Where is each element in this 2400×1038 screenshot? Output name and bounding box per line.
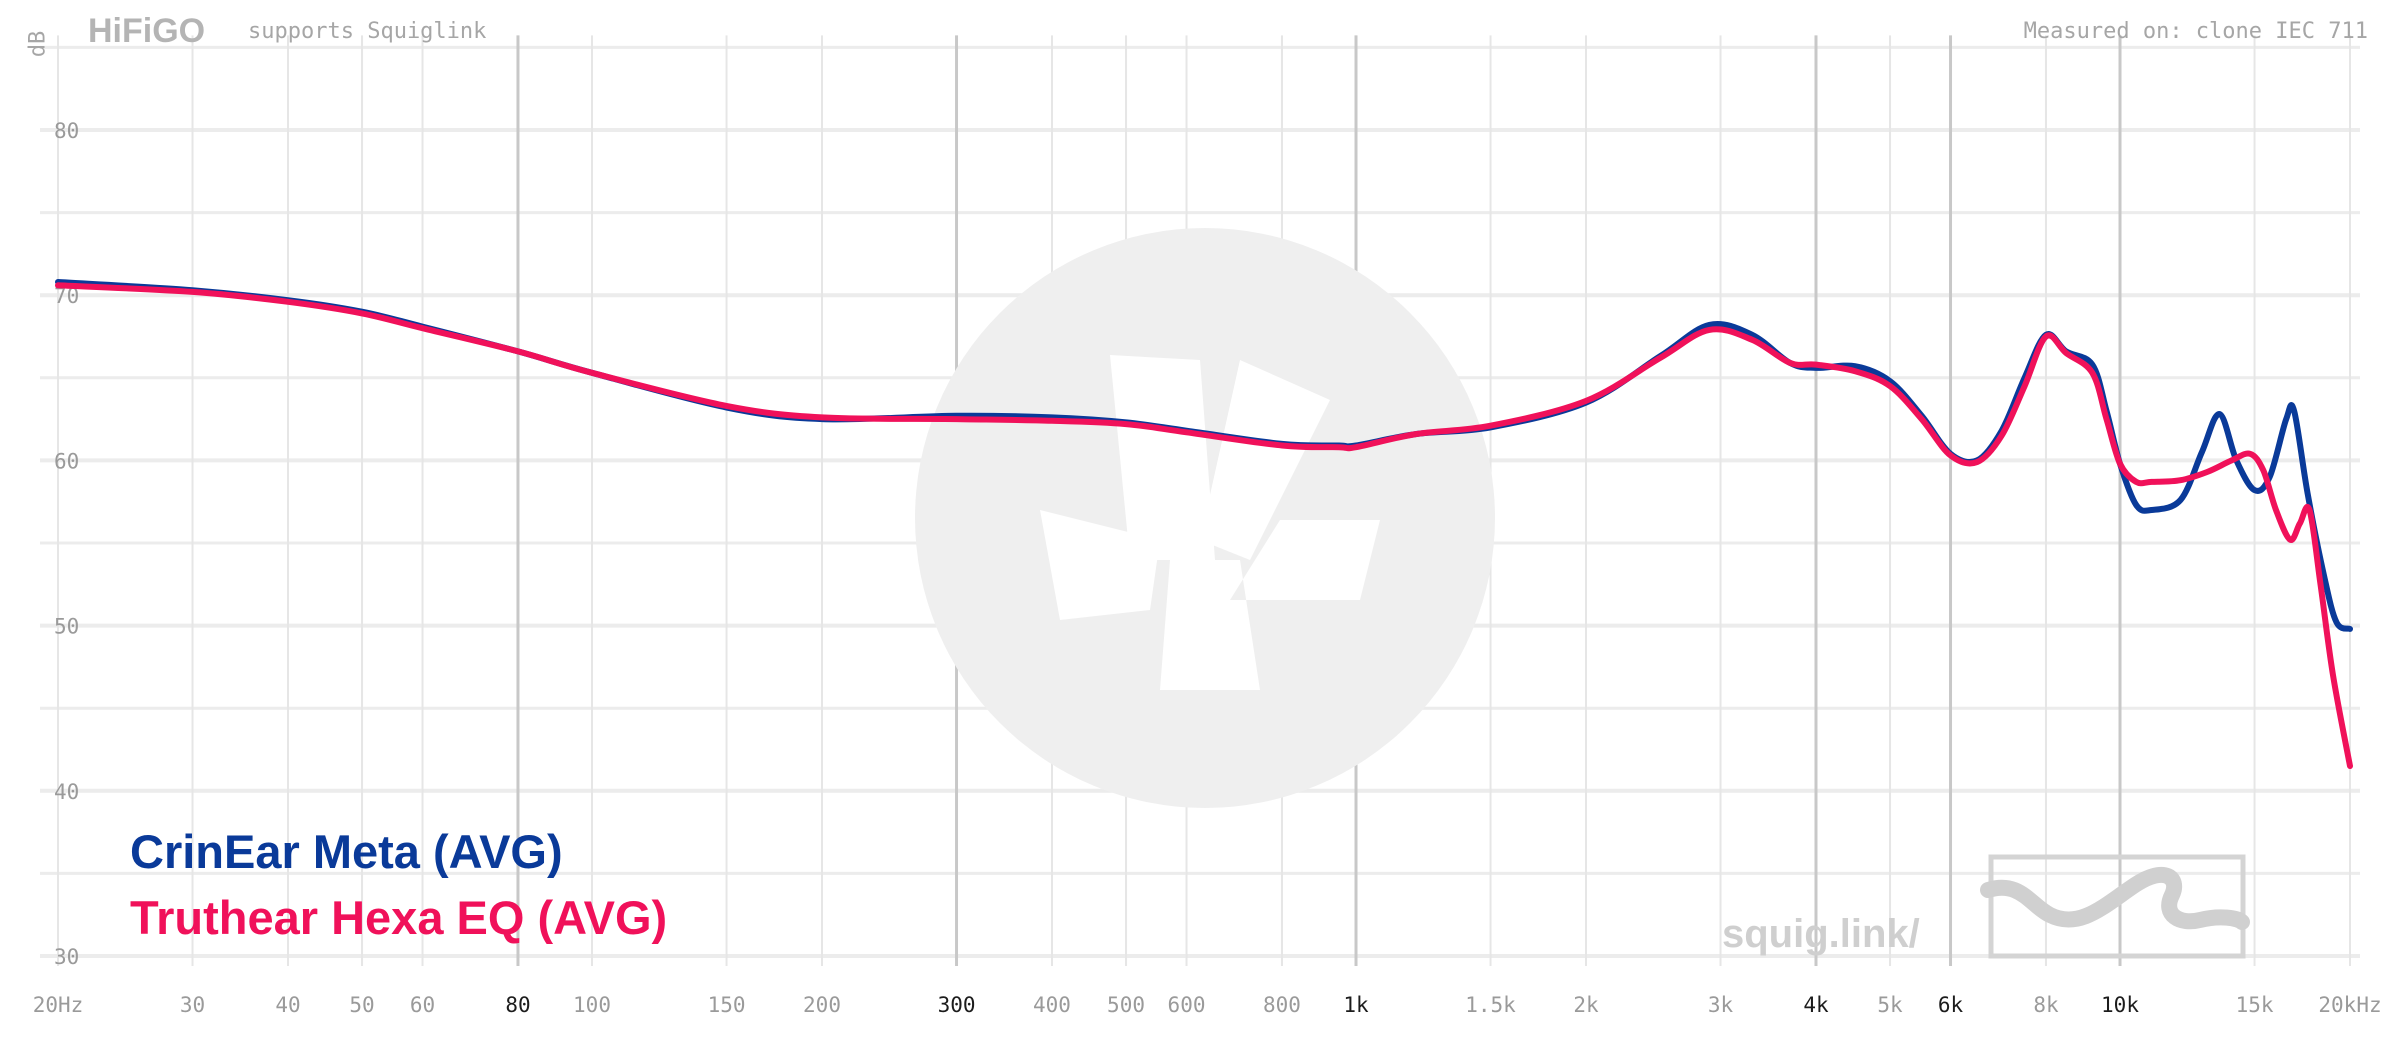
x-tick-label: 20Hz: [33, 993, 84, 1017]
x-tick-label: 150: [708, 993, 746, 1017]
hifigo-logo: HiFiGO: [88, 12, 205, 50]
x-tick-label: 300: [938, 993, 976, 1017]
x-tick-label: 2k: [1573, 993, 1599, 1017]
x-tick-label: 200: [803, 993, 841, 1017]
squiglink-logo-box: [1988, 854, 2246, 959]
y-tick-label: 80: [54, 119, 79, 143]
x-tick-label: 1.5k: [1465, 993, 1516, 1017]
x-axis-labels: 20Hz 30 40 50 60 80 100 150 200 300 400 500 600 800 1k…: [33, 993, 2382, 1017]
legend-series-2: Truthear Hexa EQ (AVG): [130, 891, 667, 944]
y-axis-title: dB: [26, 31, 51, 58]
watermark-pinwheel-icon: [1040, 355, 1380, 690]
curves: [55, 279, 2353, 769]
y-tick-label: 30: [54, 945, 79, 969]
squiglink-watermark-text: squig.link/: [1722, 912, 1920, 956]
header-tagline: supports Squiglink: [248, 19, 486, 44]
legend-series-1: CrinEar Meta (AVG): [130, 825, 563, 878]
x-tick-label: 15k: [2236, 993, 2274, 1017]
x-tick-label: 500: [1107, 993, 1145, 1017]
watermark-logo: [915, 228, 1495, 808]
measured-on-text: Measured on: clone IEC 711: [2024, 19, 2368, 44]
squiglink-watermark: squig.link/: [1722, 854, 2250, 959]
x-tick-label: 30: [180, 993, 205, 1017]
y-tick-label: 60: [54, 449, 79, 473]
series-line-2: [55, 282, 2353, 769]
x-tick-label: 40: [275, 993, 300, 1017]
x-tick-label: 10k: [2101, 993, 2139, 1017]
x-tick-label: 5k: [1877, 993, 1903, 1017]
x-tick-label: 100: [573, 993, 611, 1017]
legend: CrinEar Meta (AVG) Truthear Hexa EQ (AVG…: [130, 825, 667, 944]
x-tick-label: 4k: [1803, 993, 1829, 1017]
x-tick-label: 20kHz: [2318, 993, 2381, 1017]
x-tick-label: 1k: [1343, 993, 1369, 1017]
header: HiFiGO supports Squiglink Measured on: c…: [26, 12, 2369, 57]
x-tick-label: 600: [1168, 993, 1206, 1017]
x-tick-label: 8k: [2033, 993, 2059, 1017]
x-tick-label: 800: [1263, 993, 1301, 1017]
x-tick-label: 80: [505, 993, 530, 1017]
x-tick-label: 6k: [1938, 993, 1964, 1017]
y-tick-label: 40: [54, 780, 79, 804]
y-tick-label: 50: [54, 615, 79, 639]
squiglink-wave-icon: [1980, 866, 2250, 930]
x-tick-label: 60: [410, 993, 435, 1017]
x-tick-label: 3k: [1708, 993, 1734, 1017]
x-tick-label: 50: [349, 993, 374, 1017]
x-tick-label: 400: [1033, 993, 1071, 1017]
